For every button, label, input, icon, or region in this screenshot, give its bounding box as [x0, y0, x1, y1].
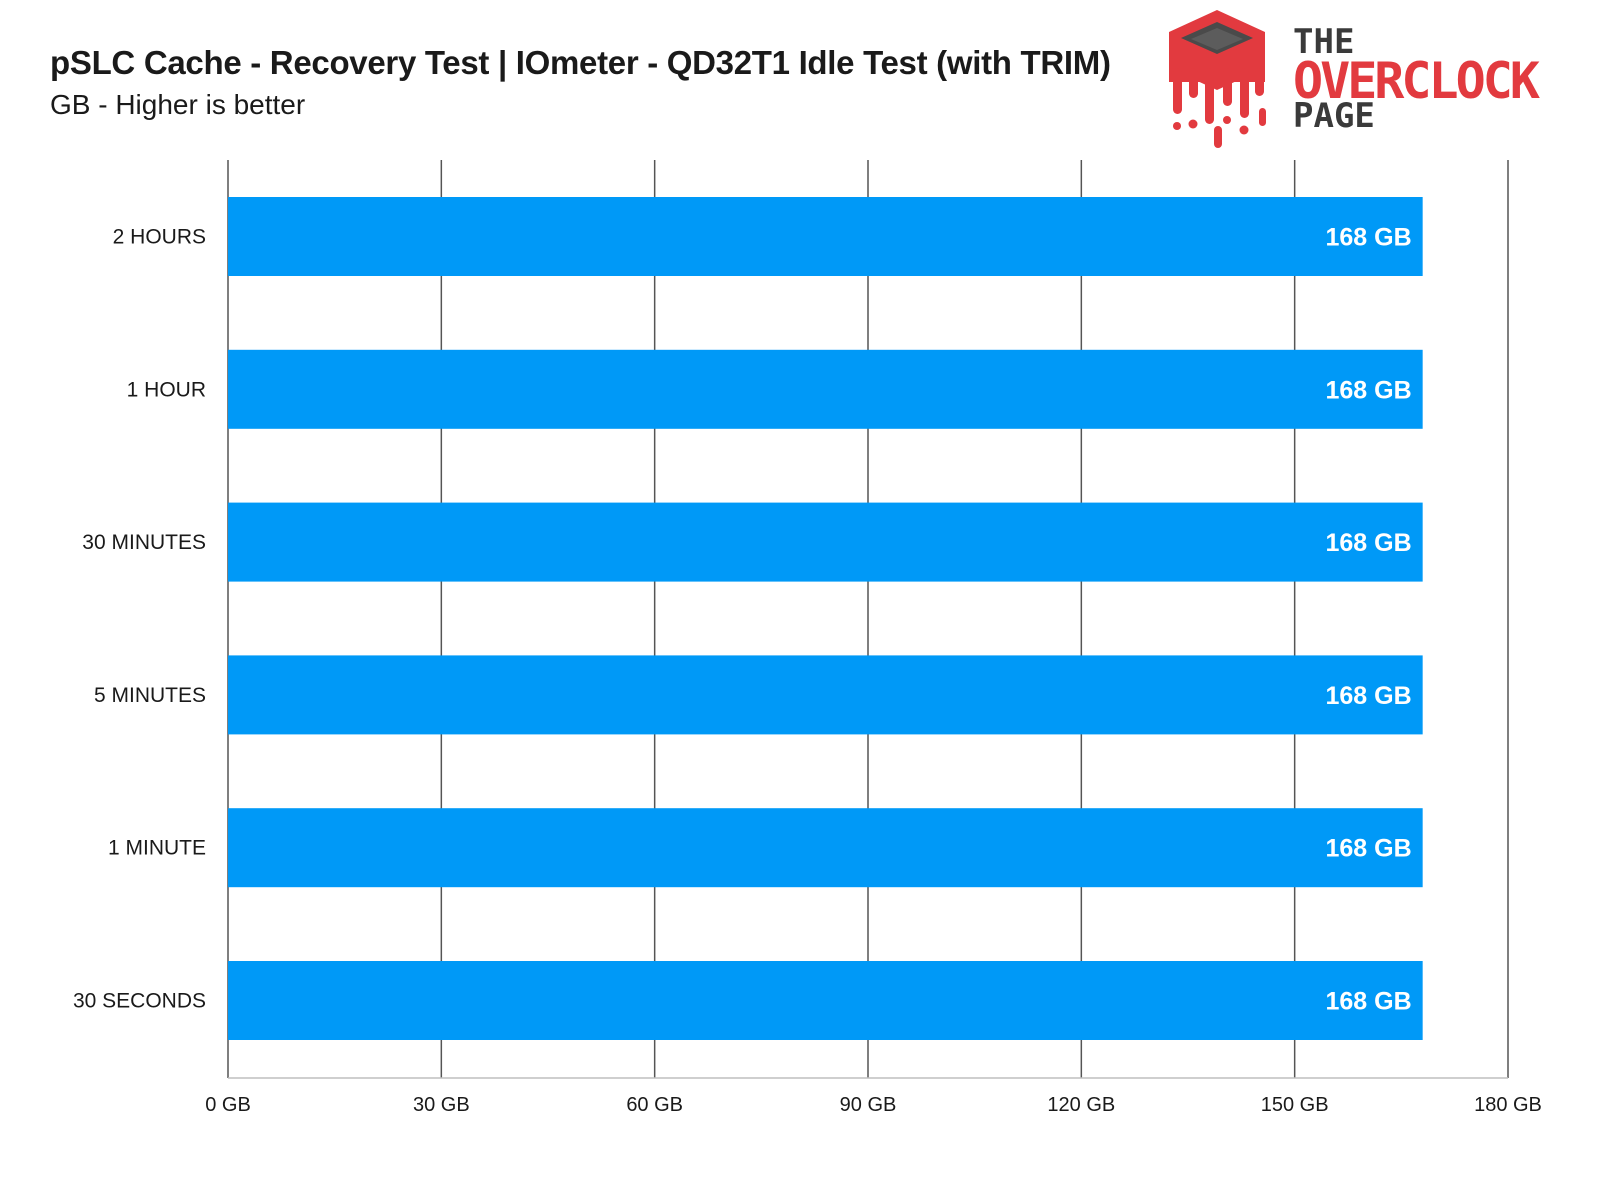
data-label: 168 GB — [1325, 224, 1411, 252]
site-logo: THE OVERCLOCK PAGE — [1165, 8, 1565, 153]
x-tick-labels: 0 GB 30 GB 60 GB 90 GB 120 GB 150 GB 180 GB — [205, 1094, 1542, 1116]
bar — [228, 197, 1423, 276]
category-label: 5 MINUTES — [94, 684, 206, 707]
data-label: 168 GB — [1325, 988, 1411, 1016]
bars: 168 GB 168 GB 168 GB 168 GB 168 GB 168 GB — [228, 197, 1423, 1040]
category-label: 30 SECONDS — [73, 990, 206, 1013]
melting-chip-icon — [1169, 10, 1266, 148]
bar — [228, 655, 1423, 735]
category-labels: 2 HOURS 1 HOUR 30 MINUTES 5 MINUTES 1 MINUTE… — [73, 226, 206, 1013]
bar — [228, 502, 1423, 582]
bar — [228, 961, 1423, 1040]
bar — [228, 808, 1423, 888]
x-tick-label: 60 GB — [626, 1094, 683, 1116]
category-label: 30 MINUTES — [82, 531, 206, 554]
data-label: 168 GB — [1325, 376, 1411, 404]
bar — [228, 349, 1423, 429]
data-label: 168 GB — [1325, 835, 1411, 863]
category-label: 2 HOURS — [113, 226, 206, 249]
grid-lines — [227, 160, 1509, 1079]
x-tick-label: 0 GB — [205, 1094, 251, 1116]
data-label: 168 GB — [1325, 682, 1411, 710]
x-tick-label: 150 GB — [1261, 1094, 1329, 1116]
chart-subtitle: GB - Higher is better — [50, 89, 306, 120]
chart-title: pSLC Cache - Recovery Test | IOmeter - Q… — [50, 44, 1111, 81]
x-tick-label: 120 GB — [1047, 1094, 1115, 1116]
x-tick-label: 180 GB — [1474, 1094, 1542, 1116]
category-label: 1 MINUTE — [108, 837, 206, 860]
logo-text-overclock: OVERCLOCK — [1293, 52, 1540, 110]
data-label: 168 GB — [1325, 529, 1411, 557]
logo-text-page: PAGE — [1293, 96, 1375, 136]
logo-text-the: THE — [1293, 22, 1355, 62]
x-tick-label: 30 GB — [413, 1094, 470, 1116]
x-tick-label: 90 GB — [840, 1094, 897, 1116]
category-label: 1 HOUR — [127, 378, 206, 401]
